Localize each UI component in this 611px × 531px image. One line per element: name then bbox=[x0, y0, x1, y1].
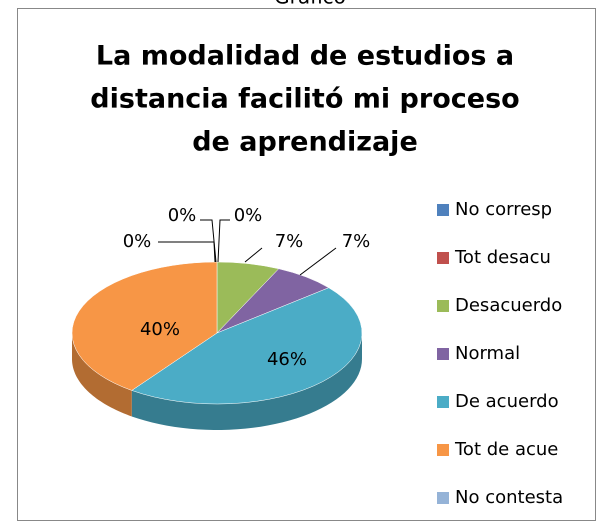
pie-side bbox=[131, 333, 362, 430]
legend-swatch bbox=[437, 492, 449, 504]
legend-label: No corresp bbox=[455, 199, 552, 220]
chart-title: de aprendizaje bbox=[192, 127, 418, 158]
legend-label: Tot desacu bbox=[454, 247, 551, 268]
chart-title: La modalidad de estudios a bbox=[96, 41, 514, 72]
legend-label: De acuerdo bbox=[455, 391, 559, 412]
leader-line bbox=[158, 241, 216, 263]
legend-label: Normal bbox=[455, 343, 520, 364]
pie-slice bbox=[131, 287, 363, 405]
legend-label: Tot de acue bbox=[454, 439, 558, 460]
data-label: 40% bbox=[140, 319, 180, 340]
leader-line bbox=[217, 219, 230, 263]
chart-frame bbox=[17, 8, 596, 521]
legend-label: No contesta bbox=[455, 487, 563, 508]
legend-swatch bbox=[437, 300, 449, 312]
legend-label: Desacuerdo bbox=[455, 295, 562, 316]
legend-swatch bbox=[437, 204, 449, 216]
data-label: 7% bbox=[342, 231, 371, 252]
legend-swatch bbox=[437, 348, 449, 360]
chart-title: distancia facilitó mi proceso bbox=[90, 84, 519, 115]
legend-swatch bbox=[437, 252, 449, 264]
data-label: 7% bbox=[275, 231, 304, 252]
leader-line bbox=[244, 247, 263, 263]
legend-swatch bbox=[437, 396, 449, 408]
legend-swatch bbox=[437, 444, 449, 456]
leader-line bbox=[299, 247, 337, 276]
pie-side bbox=[72, 333, 132, 417]
leader-line bbox=[200, 219, 217, 263]
pie-slice bbox=[71, 261, 218, 391]
data-label: 46% bbox=[267, 349, 307, 370]
data-label: 0% bbox=[168, 205, 197, 226]
leader-lines bbox=[158, 219, 337, 276]
data-label: 0% bbox=[123, 231, 152, 252]
data-label: 0% bbox=[234, 205, 263, 226]
caption: Gráfico bbox=[274, 0, 346, 9]
